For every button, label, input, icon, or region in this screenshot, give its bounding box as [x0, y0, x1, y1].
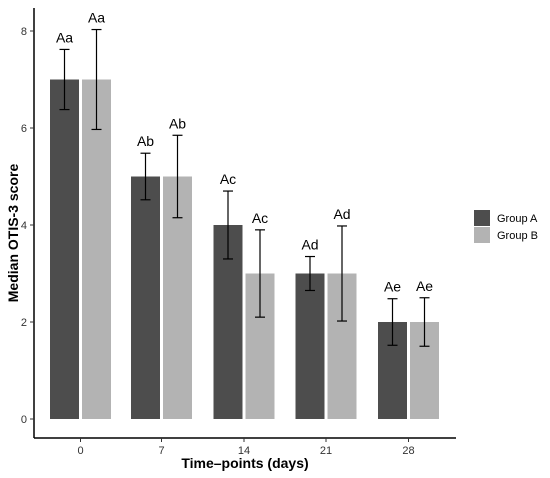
x-axis-title: Time–points (days) [181, 455, 308, 471]
bar [82, 79, 111, 419]
x-tick-label: 7 [158, 445, 164, 457]
y-tick-label: 2 [21, 317, 27, 329]
significance-letter: Ae [384, 279, 401, 295]
legend: Group A Group B [474, 210, 538, 243]
error-bars-layer [59, 28, 430, 347]
significance-letter: Ad [333, 206, 350, 222]
bars-layer [50, 79, 439, 419]
y-tick-label: 4 [21, 220, 27, 232]
x-axis-ticks: 0 7 14 21 28 [77, 438, 415, 457]
significance-letter: Ab [169, 115, 186, 131]
significance-letter: Ab [137, 133, 154, 149]
x-tick-label: 14 [238, 445, 250, 457]
bar [50, 79, 79, 419]
y-axis-ticks: 0 2 4 6 8 [21, 26, 34, 426]
legend-label: Group A [497, 213, 538, 225]
bar [131, 176, 160, 419]
significance-letter: Ac [220, 171, 236, 187]
legend-label: Group B [497, 230, 538, 242]
x-tick-label: 28 [402, 445, 414, 457]
bar [295, 273, 325, 419]
y-tick-label: 8 [21, 26, 27, 38]
significance-letter: Aa [88, 10, 105, 26]
x-tick-label: 21 [320, 445, 332, 457]
legend-swatch [474, 210, 490, 226]
significance-letter: Ae [416, 278, 433, 294]
y-axis-title: Median OTIS-3 score [5, 164, 21, 303]
significance-letter: Aa [56, 29, 73, 45]
y-tick-label: 6 [21, 123, 27, 135]
x-tick-label: 0 [77, 445, 83, 457]
bar-letters-layer: Aa Ab Ac Ad Ae Aa Ab Ac Ad Ae [56, 10, 433, 295]
significance-letter: Ad [301, 237, 318, 253]
significance-letter: Ac [252, 210, 268, 226]
legend-swatch [474, 227, 490, 243]
y-tick-label: 0 [21, 414, 27, 426]
